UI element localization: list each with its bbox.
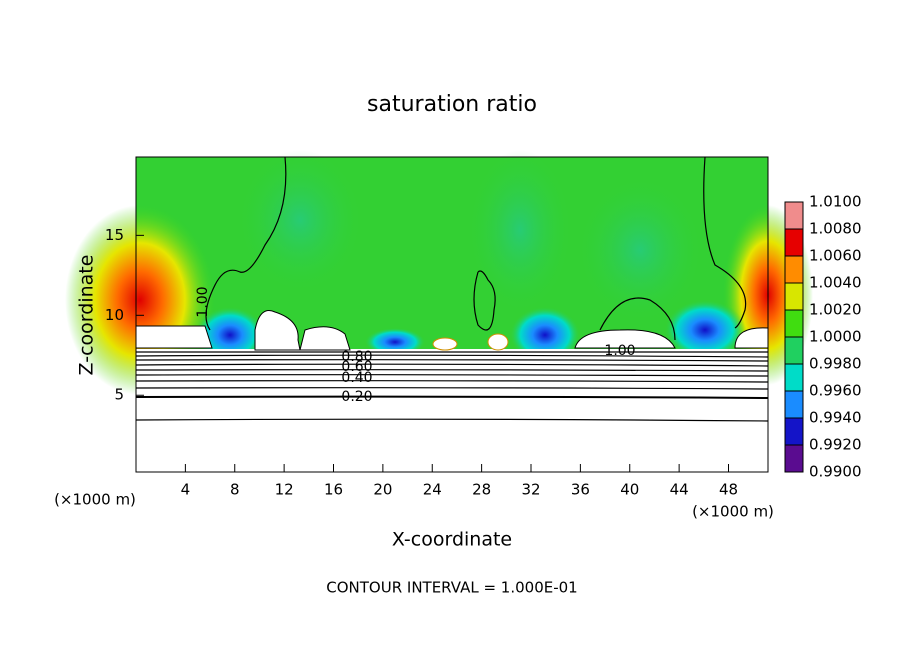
x-tick-label: 8 — [230, 481, 240, 499]
footnote: CONTOUR INTERVAL = 1.000E-01 — [326, 579, 577, 597]
x-unit-label: (×1000 m) — [54, 491, 136, 509]
colorbar-bin — [785, 310, 803, 337]
colorbar-tick-label: 0.9980 — [809, 355, 862, 373]
field — [65, 150, 813, 472]
colorbar-tick-label: 0.9920 — [809, 436, 862, 454]
colorbar-bin — [785, 202, 803, 229]
colorbar-bin — [785, 337, 803, 364]
x-tick-label: 20 — [373, 481, 392, 499]
colorbar-bin — [785, 229, 803, 256]
colorbar-bin — [785, 256, 803, 283]
colorbar-tick-label: 0.9960 — [809, 382, 862, 400]
chart-title: saturation ratio — [367, 92, 537, 117]
contour-label: 1.00 — [604, 343, 635, 359]
colorbar-bin — [785, 364, 803, 391]
x-axis-label: X-coordinate — [392, 529, 512, 551]
x-tick-label: 28 — [472, 481, 491, 499]
x-unit-label: (×1000 m) — [692, 503, 774, 521]
contour-label: 0.20 — [341, 389, 372, 405]
y-axis-label: Z-coordinate — [76, 255, 98, 376]
colorbar-tick-label: 1.0060 — [809, 247, 862, 265]
colorbar-bin — [785, 391, 803, 418]
y-tick-label: 5 — [114, 386, 124, 404]
contour-lines — [135, 156, 769, 422]
x-tick-label: 24 — [423, 481, 442, 499]
colorbar-bin — [785, 445, 803, 472]
colorbar-tick-label: 0.9940 — [809, 409, 862, 427]
y-tick-label: 10 — [105, 306, 124, 324]
x-tick-label: 40 — [620, 481, 639, 499]
contour-label: 0.60 — [341, 359, 372, 375]
colorbar-tick-label: 1.0100 — [809, 193, 862, 211]
contour-label: 0.80 — [341, 349, 372, 365]
x-tick-label: 44 — [670, 481, 689, 499]
x-tick-label: 16 — [324, 481, 343, 499]
x-tick-label: 36 — [571, 481, 590, 499]
contour-label: 0.40 — [341, 370, 372, 386]
plot-frame — [135, 156, 769, 473]
contour-label: 1.00 — [195, 286, 211, 317]
colorbar-tick-label: 1.0020 — [809, 301, 862, 319]
colorbar-tick-label: 1.0040 — [809, 274, 862, 292]
x-tick-label: 48 — [719, 481, 738, 499]
x-tick-label: 32 — [521, 481, 540, 499]
colorbar-bin — [785, 283, 803, 310]
x-tick-label: 4 — [181, 481, 191, 499]
colorbar-bin — [785, 418, 803, 445]
y-tick-label: 15 — [105, 226, 124, 244]
colorbar-tick-label: 1.0000 — [809, 328, 862, 346]
x-tick-label: 12 — [275, 481, 294, 499]
colorbar-tick-label: 1.0080 — [809, 220, 862, 238]
colorbar-tick-label: 0.9900 — [809, 463, 862, 481]
